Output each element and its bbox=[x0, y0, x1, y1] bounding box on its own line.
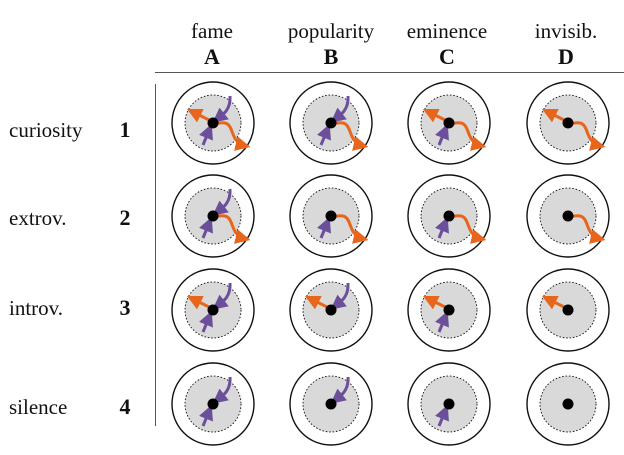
outward-arrow-left bbox=[422, 295, 448, 310]
inward-arrow-bottom bbox=[435, 123, 449, 146]
inward-arrow-bottom bbox=[317, 216, 331, 239]
outward-arrow-left bbox=[186, 108, 212, 123]
center-dot bbox=[325, 304, 337, 316]
center-dot bbox=[325, 117, 337, 129]
cell-4a bbox=[171, 362, 255, 446]
cell-1a bbox=[171, 81, 255, 165]
row-name-4: silence bbox=[9, 395, 68, 419]
center-dot bbox=[443, 210, 455, 222]
outward-arrow-left bbox=[304, 295, 330, 310]
center-dot bbox=[562, 117, 574, 129]
cell-2c bbox=[407, 174, 491, 258]
cell-4c bbox=[407, 362, 491, 446]
column-name: popularity bbox=[287, 19, 375, 43]
inward-arrow-bottom bbox=[435, 216, 449, 239]
row-name-2: extrov. bbox=[9, 206, 67, 230]
row-name-3: introv. bbox=[9, 296, 64, 320]
inward-arrow-bottom bbox=[199, 404, 213, 427]
cell-1d bbox=[526, 81, 610, 165]
column-name: invisib. bbox=[534, 19, 598, 43]
center-dot bbox=[325, 398, 337, 410]
center-dot bbox=[207, 117, 219, 129]
inward-arrow-top bbox=[212, 95, 232, 123]
outward-arrow-right bbox=[569, 214, 606, 244]
cell-3a bbox=[171, 268, 255, 352]
row-number-2: 2 bbox=[119, 205, 131, 230]
cell-3b bbox=[289, 268, 373, 352]
outward-arrow-left bbox=[541, 108, 567, 123]
inward-arrow-bottom bbox=[317, 123, 331, 146]
cell-2b bbox=[289, 174, 373, 258]
column-header-b: popularity B bbox=[276, 0, 386, 70]
inward-arrow-bottom bbox=[435, 404, 449, 427]
row-label-rule bbox=[155, 84, 156, 426]
header-rule bbox=[155, 72, 624, 73]
outward-arrow-right bbox=[214, 214, 251, 244]
inward-arrow-top bbox=[212, 188, 232, 216]
inward-arrow-top bbox=[330, 282, 350, 310]
cell-2a bbox=[171, 174, 255, 258]
center-dot bbox=[207, 304, 219, 316]
column-name: fame bbox=[191, 19, 233, 43]
inward-arrow-top bbox=[212, 376, 232, 404]
cell-3d bbox=[526, 268, 610, 352]
column-header-a: fame A bbox=[157, 0, 267, 70]
outward-arrow-right bbox=[450, 121, 487, 151]
inward-arrow-top bbox=[330, 95, 350, 123]
outward-arrow-right bbox=[332, 121, 369, 151]
cell-4b bbox=[289, 362, 373, 446]
center-dot bbox=[562, 304, 574, 316]
inward-arrow-top bbox=[212, 282, 232, 310]
column-header-c: eminence C bbox=[392, 0, 502, 70]
outward-arrow-right bbox=[450, 214, 487, 244]
center-dot bbox=[325, 210, 337, 222]
inward-arrow-bottom bbox=[199, 310, 213, 333]
outward-arrow-right bbox=[332, 214, 369, 244]
cell-2d bbox=[526, 174, 610, 258]
outward-arrow-left bbox=[541, 295, 567, 310]
center-dot bbox=[443, 117, 455, 129]
outward-arrow-right bbox=[569, 121, 606, 151]
inward-arrow-bottom bbox=[199, 123, 213, 146]
inward-arrow-bottom bbox=[435, 310, 449, 333]
row-number-3: 3 bbox=[119, 295, 131, 320]
center-dot bbox=[562, 398, 574, 410]
cell-1c bbox=[407, 81, 491, 165]
column-name: eminence bbox=[406, 19, 488, 43]
row-number-4: 4 bbox=[119, 394, 131, 419]
cell-3c bbox=[407, 268, 491, 352]
column-letter: C bbox=[439, 44, 455, 69]
column-header-d: invisib. D bbox=[511, 0, 621, 70]
outward-arrow-left bbox=[186, 295, 212, 310]
outward-arrow-right bbox=[214, 121, 251, 151]
row-number-1: 1 bbox=[119, 117, 131, 142]
center-dot bbox=[562, 210, 574, 222]
column-letter: A bbox=[204, 44, 220, 69]
center-dot bbox=[207, 210, 219, 222]
outward-arrow-left bbox=[422, 108, 448, 123]
cell-4d bbox=[526, 362, 610, 446]
center-dot bbox=[443, 398, 455, 410]
center-dot bbox=[443, 304, 455, 316]
cell-1b bbox=[289, 81, 373, 165]
center-dot bbox=[207, 398, 219, 410]
inward-arrow-top bbox=[330, 376, 350, 404]
row-name-1: curiosity bbox=[9, 118, 83, 142]
column-letter: D bbox=[558, 44, 574, 69]
inward-arrow-bottom bbox=[199, 216, 213, 239]
column-letter: B bbox=[323, 44, 339, 69]
